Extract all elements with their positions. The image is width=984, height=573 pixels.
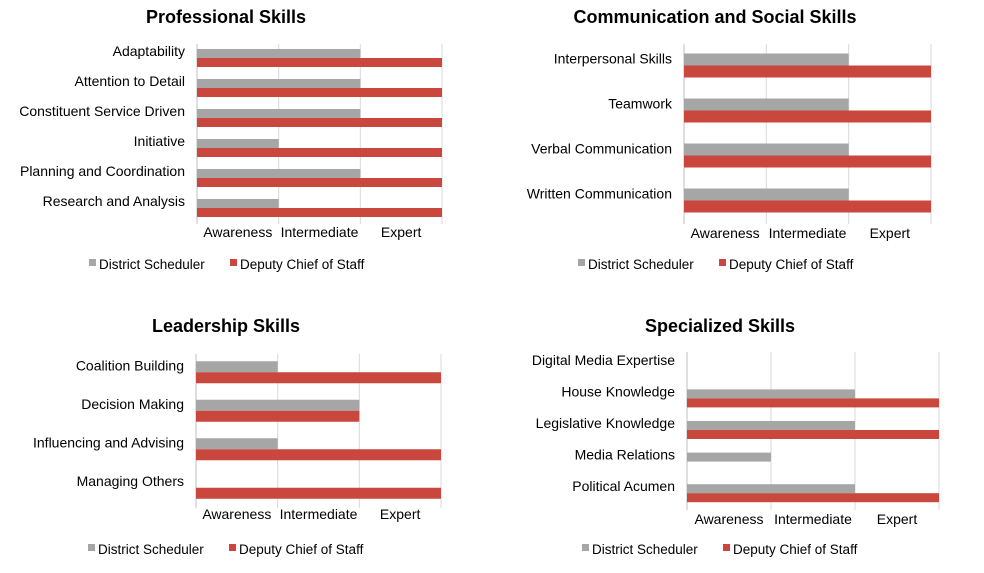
leadership-skills-bar-deputy-chief-of-staff (196, 449, 441, 461)
professional-skills-bar-deputy-chief-of-staff (197, 148, 442, 157)
communication-and-social-skills-bar-district-scheduler (684, 143, 849, 156)
professional-skills-bar-district-scheduler (197, 199, 279, 208)
specialized-skills-bar-deputy-chief-of-staff (687, 493, 939, 503)
professional-skills-category-label: Research and Analysis (43, 193, 185, 209)
communication-and-social-skills-legend-label: District Scheduler (588, 257, 694, 272)
specialized-skills-bar-district-scheduler (687, 484, 855, 494)
leadership-skills-category-label: Influencing and Advising (33, 434, 184, 450)
professional-skills-tick-label: Intermediate (281, 224, 359, 240)
communication-and-social-skills-bar-deputy-chief-of-staff (684, 110, 931, 123)
specialized-skills-legend-label: Deputy Chief of Staff (733, 542, 858, 557)
specialized-skills-bar-district-scheduler (687, 421, 855, 430)
professional-skills-tick-label: Expert (381, 224, 422, 240)
communication-and-social-skills-tick-label: Intermediate (769, 225, 847, 241)
communication-and-social-skills-bar-district-scheduler (684, 188, 849, 201)
professional-skills-category-label: Constituent Service Driven (19, 103, 185, 119)
leadership-skills-bar-deputy-chief-of-staff (196, 372, 441, 384)
specialized-skills-bar-district-scheduler (687, 452, 771, 462)
professional-skills-bar-deputy-chief-of-staff (197, 88, 442, 97)
leadership-skills-tick-label: Intermediate (280, 506, 358, 522)
specialized-skills-category-label: Digital Media Expertise (532, 352, 675, 368)
leadership-skills-bar-deputy-chief-of-staff (196, 487, 441, 499)
specialized-skills-category-label: House Knowledge (561, 383, 675, 399)
specialized-skills-category-label: Political Acumen (572, 478, 675, 494)
professional-skills-category-label: Adaptability (113, 43, 185, 59)
professional-skills-bar-deputy-chief-of-staff (197, 118, 442, 127)
leadership-skills-tick-label: Expert (380, 506, 421, 522)
communication-and-social-skills-bar-deputy-chief-of-staff (684, 155, 931, 168)
professional-skills-category-label: Initiative (134, 133, 186, 149)
professional-skills-legend-label: District Scheduler (99, 257, 205, 272)
specialized-skills-title: Specialized Skills (645, 316, 795, 336)
specialized-skills-tick-label: Awareness (694, 511, 763, 527)
professional-skills-category-label: Planning and Coordination (20, 163, 185, 179)
leadership-skills-legend-swatch (88, 544, 95, 551)
professional-skills-category-label: Attention to Detail (74, 73, 185, 89)
specialized-skills-category-label: Media Relations (575, 447, 675, 463)
professional-skills-legend-swatch (89, 259, 96, 266)
leadership-skills-title: Leadership Skills (152, 316, 300, 336)
communication-and-social-skills-legend-label: Deputy Chief of Staff (729, 257, 854, 272)
professional-skills-bar-district-scheduler (197, 79, 361, 88)
professional-skills-bar-district-scheduler (197, 49, 361, 58)
communication-and-social-skills-legend-swatch (578, 259, 585, 266)
professional-skills-bar-deputy-chief-of-staff (197, 178, 442, 187)
communication-and-social-skills-legend-swatch (719, 259, 726, 266)
professional-skills-bar-district-scheduler (197, 169, 361, 178)
communication-and-social-skills-bar-district-scheduler (684, 53, 849, 66)
communication-and-social-skills-tick-label: Awareness (691, 225, 760, 241)
leadership-skills-category-label: Managing Others (77, 473, 184, 489)
professional-skills-bar-district-scheduler (197, 109, 361, 118)
specialized-skills-bar-deputy-chief-of-staff (687, 430, 939, 439)
professional-skills-bar-deputy-chief-of-staff (197, 208, 442, 217)
specialized-skills-bar-deputy-chief-of-staff (687, 398, 939, 408)
leadership-skills-legend-swatch (229, 544, 236, 551)
professional-skills-legend-swatch (230, 259, 237, 266)
professional-skills-legend-label: Deputy Chief of Staff (240, 257, 365, 272)
specialized-skills-legend-swatch (723, 544, 730, 551)
communication-and-social-skills-title: Communication and Social Skills (573, 7, 856, 27)
leadership-skills-bar-district-scheduler (196, 361, 278, 373)
professional-skills-tick-label: Awareness (203, 224, 272, 240)
communication-and-social-skills-category-label: Teamwork (608, 96, 673, 112)
communication-and-social-skills-bar-deputy-chief-of-staff (684, 65, 931, 78)
leadership-skills-tick-label: Awareness (202, 506, 271, 522)
specialized-skills-tick-label: Intermediate (774, 511, 852, 527)
leadership-skills-category-label: Coalition Building (76, 357, 184, 373)
specialized-skills-legend-label: District Scheduler (592, 542, 698, 557)
communication-and-social-skills-category-label: Verbal Communication (531, 141, 672, 157)
professional-skills-bar-deputy-chief-of-staff (197, 58, 442, 67)
professional-skills-title: Professional Skills (146, 7, 306, 27)
leadership-skills-bar-deputy-chief-of-staff (196, 410, 360, 422)
communication-and-social-skills-category-label: Interpersonal Skills (554, 51, 672, 67)
leadership-skills-legend-label: Deputy Chief of Staff (239, 542, 364, 557)
professional-skills-bar-district-scheduler (197, 139, 279, 148)
specialized-skills-legend-swatch (582, 544, 589, 551)
communication-and-social-skills-category-label: Written Communication (527, 186, 672, 202)
communication-and-social-skills-bar-deputy-chief-of-staff (684, 200, 931, 213)
specialized-skills-category-label: Legislative Knowledge (536, 415, 676, 431)
leadership-skills-bar-district-scheduler (196, 438, 278, 450)
specialized-skills-bar-district-scheduler (687, 389, 855, 399)
leadership-skills-category-label: Decision Making (81, 396, 184, 412)
leadership-skills-legend-label: District Scheduler (98, 542, 204, 557)
specialized-skills-tick-label: Expert (877, 511, 918, 527)
communication-and-social-skills-tick-label: Expert (870, 225, 911, 241)
leadership-skills-bar-district-scheduler (196, 399, 360, 411)
communication-and-social-skills-bar-district-scheduler (684, 98, 849, 111)
